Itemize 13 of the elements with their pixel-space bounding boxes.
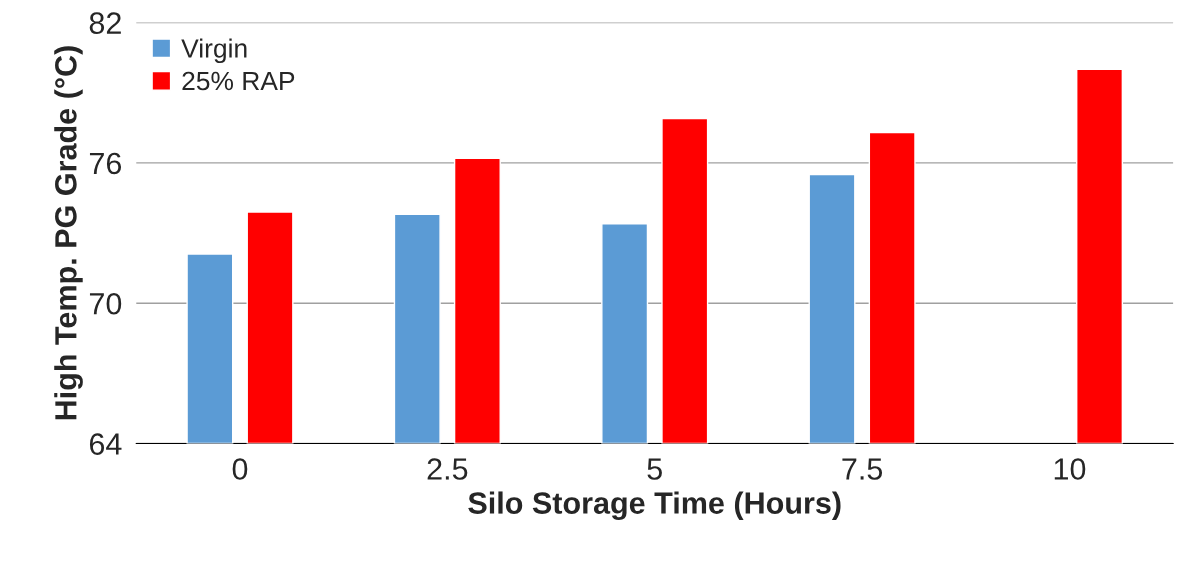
x-tick-label: 5	[647, 458, 662, 480]
x-tick-label: 10	[1054, 458, 1086, 480]
x-tick-label: 0	[232, 458, 248, 480]
y-tick-label: 64	[89, 433, 122, 455]
legend-label: Virgin	[181, 38, 247, 64]
y-axis-title: High Temp. PG Grade (°C)	[54, 46, 83, 420]
y-tick-label: 70	[89, 292, 122, 315]
x-axis-title: Silo Storage Time (Hours)	[468, 491, 841, 521]
legend-label: 25% RAP	[182, 71, 295, 91]
x-tick-label: 7.5	[842, 458, 883, 480]
y-tick-label: 76	[89, 152, 122, 175]
y-tick-label: 82	[89, 12, 121, 34]
x-tick-label: 2.5	[427, 458, 468, 480]
